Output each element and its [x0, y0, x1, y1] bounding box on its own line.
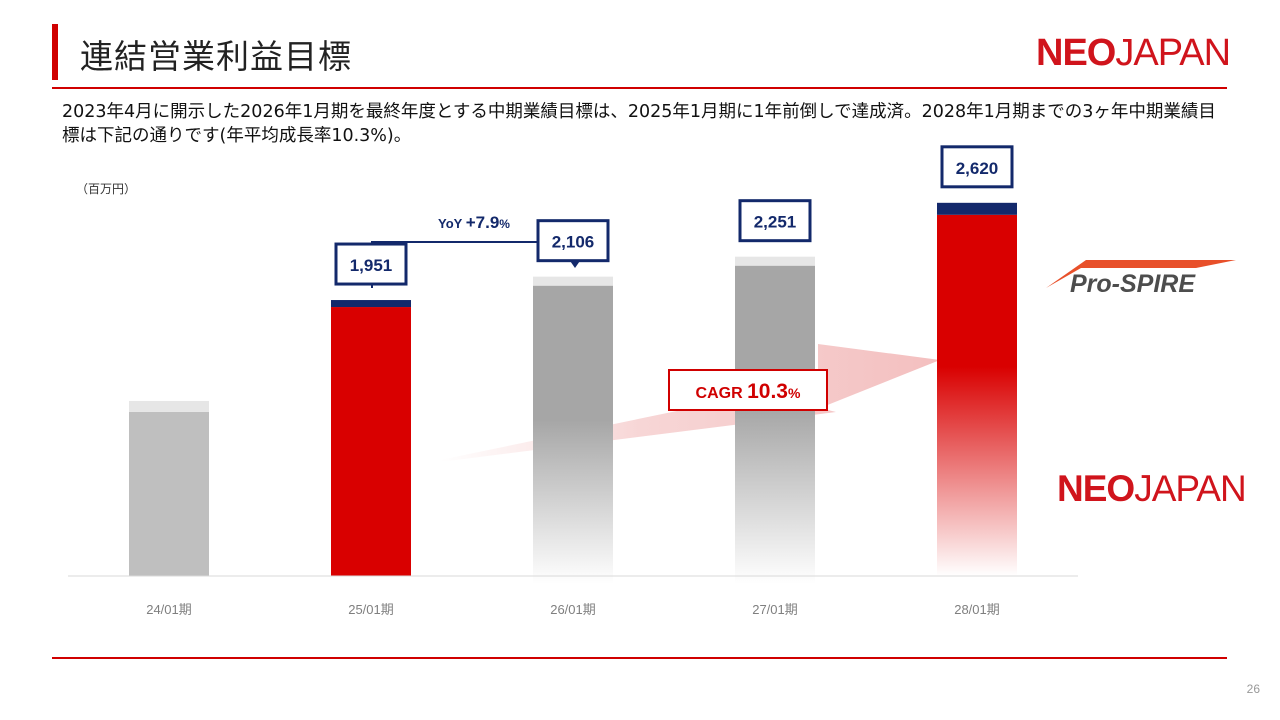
x-tick-label-0: 24/01期	[146, 602, 192, 617]
value-box-1	[334, 242, 408, 286]
bar-27-01	[735, 265, 815, 584]
yoy-annotation: YoY +7.9%	[438, 213, 510, 232]
value-box-2	[536, 219, 610, 263]
header-divider	[52, 87, 1227, 89]
neojapan-logo-chart: NEOJAPAN	[1057, 468, 1247, 509]
bar-cap-24-01	[129, 400, 209, 412]
neojapan-logo-top: NEOJAPAN	[1036, 32, 1231, 74]
bar-28-01	[937, 214, 1017, 577]
bar-25-01	[331, 307, 411, 576]
page-title: 連結営業利益目標	[80, 37, 352, 76]
x-tick-label-1: 25/01期	[348, 602, 394, 617]
x-tick-label-3: 27/01期	[752, 602, 798, 617]
bar-cap-25-01	[331, 300, 411, 308]
bar-cap-27-01	[735, 256, 815, 266]
value-label-1: 1,951	[350, 256, 393, 275]
bar-26-01	[533, 285, 613, 584]
value-label-3: 2,251	[754, 213, 797, 232]
value-label-2: 2,106	[552, 233, 595, 252]
bar-cap-26-01	[533, 276, 613, 286]
description-text: 2023年4月に開示した2026年1月期を最終年度とする中期業績目標は、2025…	[62, 102, 1216, 146]
title-accent-bar	[52, 24, 58, 80]
bar-cap-28-01	[937, 202, 1017, 215]
value-label-4: 2,620	[956, 159, 999, 178]
cagr-annotation: CAGR 10.3%	[696, 380, 801, 403]
unit-label: （百万円）	[76, 182, 137, 196]
x-tick-label-4: 28/01期	[954, 602, 1000, 617]
x-tick-label-2: 26/01期	[550, 602, 596, 617]
value-box-3	[738, 199, 812, 243]
footer-divider	[52, 657, 1227, 659]
prospire-logo: Pro-SPIRE	[1046, 260, 1236, 298]
cagr-box	[668, 369, 828, 411]
value-box-4	[940, 145, 1014, 189]
page-number: 26	[1246, 682, 1260, 696]
bar-24-01	[129, 411, 209, 576]
svg-text:Pro-SPIRE: Pro-SPIRE	[1070, 270, 1196, 298]
